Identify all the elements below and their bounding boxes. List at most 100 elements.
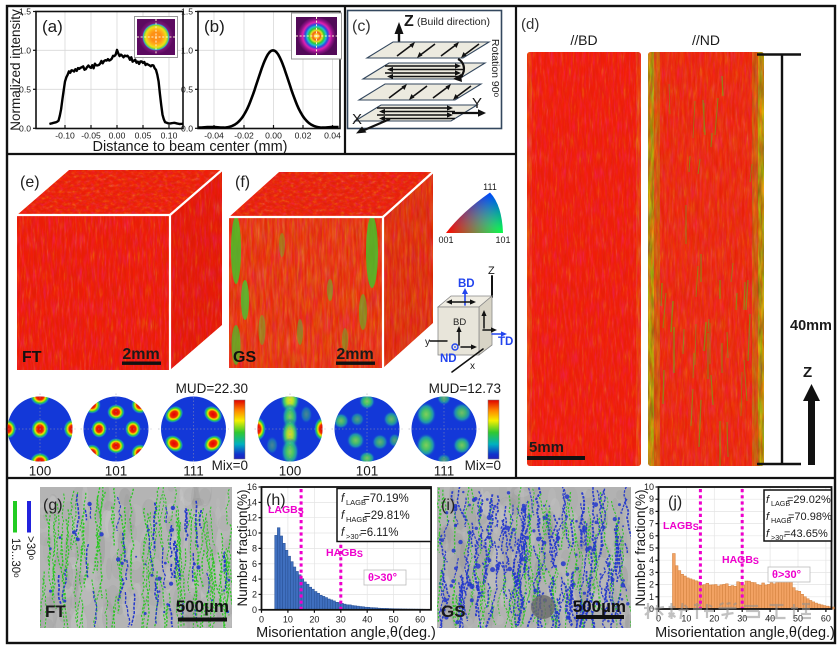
svg-text:(Build direction): (Build direction)	[417, 16, 490, 28]
svg-text:f: f	[341, 510, 346, 522]
svg-text:2: 2	[252, 589, 257, 599]
svg-text:100: 100	[29, 464, 52, 479]
svg-text:20: 20	[309, 614, 319, 624]
svg-text:(g): (g)	[43, 497, 63, 514]
svg-text:0.0: 0.0	[181, 123, 193, 133]
svg-text:0.02: 0.02	[295, 131, 312, 141]
svg-text:0.00: 0.00	[265, 131, 282, 141]
svg-text:Z: Z	[488, 265, 495, 277]
svg-text:Rotation 90o: Rotation 90o	[489, 39, 501, 98]
svg-text:Distance to beam center (mm): Distance to beam center (mm)	[92, 139, 287, 155]
svg-text://BD: //BD	[570, 32, 597, 48]
svg-text:14: 14	[247, 497, 257, 507]
svg-text:Mix=0: Mix=0	[212, 458, 248, 473]
svg-text:BD: BD	[458, 278, 475, 290]
svg-text:>30°: >30°	[771, 533, 786, 542]
svg-text:0.10: 0.10	[161, 131, 178, 141]
svg-text:θ>30°: θ>30°	[368, 572, 397, 584]
svg-text:50: 50	[793, 614, 803, 624]
svg-text:(e): (e)	[20, 174, 40, 191]
svg-text:3: 3	[649, 567, 654, 577]
svg-text:101: 101	[356, 464, 379, 479]
svg-text:HAGB: HAGB	[346, 515, 367, 524]
svg-text:0.05: 0.05	[135, 131, 152, 141]
svg-text:>30°: >30°	[346, 532, 362, 541]
svg-text:-0.05: -0.05	[81, 131, 101, 141]
svg-text:y: y	[425, 337, 430, 348]
svg-text:0: 0	[656, 614, 661, 624]
svg-text:5mm: 5mm	[529, 439, 564, 456]
svg-text:=70.98%: =70.98%	[788, 511, 832, 523]
svg-text:0.0: 0.0	[19, 123, 31, 133]
svg-text:MUD=22.30: MUD=22.30	[176, 381, 248, 396]
svg-text:0.5: 0.5	[181, 84, 193, 94]
svg-text:0.00: 0.00	[109, 131, 126, 141]
svg-text:f: f	[766, 528, 770, 540]
svg-text:Number fraction(%): Number fraction(%)	[235, 489, 250, 606]
svg-text:Normalized intensity: Normalized intensity	[8, 9, 23, 131]
svg-text:50: 50	[389, 614, 399, 624]
svg-text:X: X	[352, 111, 362, 128]
svg-text:f: f	[766, 511, 770, 523]
svg-text:101: 101	[495, 235, 510, 245]
svg-text:f: f	[766, 494, 770, 506]
svg-text:(b): (b)	[204, 17, 225, 36]
svg-text:1.0: 1.0	[181, 45, 193, 55]
svg-text:40: 40	[362, 614, 372, 624]
svg-text:2: 2	[649, 580, 654, 590]
svg-text:111: 111	[183, 464, 204, 479]
svg-text:30: 30	[737, 614, 747, 624]
svg-text:30: 30	[336, 614, 346, 624]
svg-text:-0.04: -0.04	[204, 131, 224, 141]
svg-text:ND: ND	[440, 353, 457, 365]
svg-text:60: 60	[821, 614, 831, 624]
svg-text:4: 4	[649, 555, 654, 565]
svg-text:1.5: 1.5	[19, 7, 31, 17]
svg-text:HAGBS: HAGBS	[326, 547, 363, 559]
svg-text:LAGBS: LAGBS	[268, 504, 304, 516]
svg-text:10: 10	[681, 614, 691, 624]
svg-text:GS: GS	[233, 349, 256, 366]
svg-text:10: 10	[283, 614, 293, 624]
svg-text:f: f	[341, 493, 346, 505]
svg-text:x: x	[470, 361, 475, 372]
svg-text:500µm: 500µm	[573, 597, 626, 616]
svg-text:60: 60	[415, 614, 425, 624]
svg-text:8: 8	[649, 506, 654, 516]
svg-text:9: 9	[649, 494, 654, 504]
svg-text:16: 16	[247, 482, 257, 492]
svg-text:(h): (h)	[266, 492, 286, 509]
svg-text:001: 001	[438, 235, 453, 245]
svg-text:1.5: 1.5	[181, 7, 193, 17]
svg-text:0.04: 0.04	[324, 131, 341, 141]
svg-text:20: 20	[709, 614, 719, 624]
svg-text:Y: Y	[472, 95, 482, 112]
svg-text:Z: Z	[404, 13, 414, 30]
svg-text:6: 6	[649, 531, 654, 541]
svg-text://ND: //ND	[692, 32, 720, 48]
svg-text:(i): (i)	[441, 497, 455, 514]
svg-text:Mix=0: Mix=0	[465, 458, 501, 473]
svg-text:(f): (f)	[235, 174, 250, 191]
svg-text:MUD=12.73: MUD=12.73	[429, 381, 501, 396]
svg-text:FT: FT	[22, 349, 42, 366]
svg-text:HAGB: HAGB	[771, 516, 792, 525]
svg-text:12: 12	[247, 513, 257, 523]
svg-text:FT: FT	[45, 602, 66, 621]
svg-text:111: 111	[483, 182, 497, 192]
svg-text:Misorientation angle,θ(deg.): Misorientation angle,θ(deg.)	[256, 625, 436, 641]
svg-text:2mm: 2mm	[122, 346, 159, 363]
svg-text:Number fraction(%): Number fraction(%)	[633, 489, 648, 606]
svg-text:101: 101	[105, 464, 128, 479]
svg-text:40mm: 40mm	[790, 318, 832, 334]
svg-text:0: 0	[252, 605, 257, 615]
svg-text:-0.02: -0.02	[234, 131, 254, 141]
svg-text:LAGB: LAGB	[771, 499, 790, 508]
svg-text:7: 7	[649, 519, 654, 529]
svg-text:8: 8	[252, 543, 257, 553]
svg-text:4: 4	[252, 574, 257, 584]
svg-text:(d): (d)	[521, 16, 539, 33]
svg-text:100: 100	[279, 464, 302, 479]
svg-text:-0.10: -0.10	[55, 131, 75, 141]
svg-text:10: 10	[247, 528, 257, 538]
